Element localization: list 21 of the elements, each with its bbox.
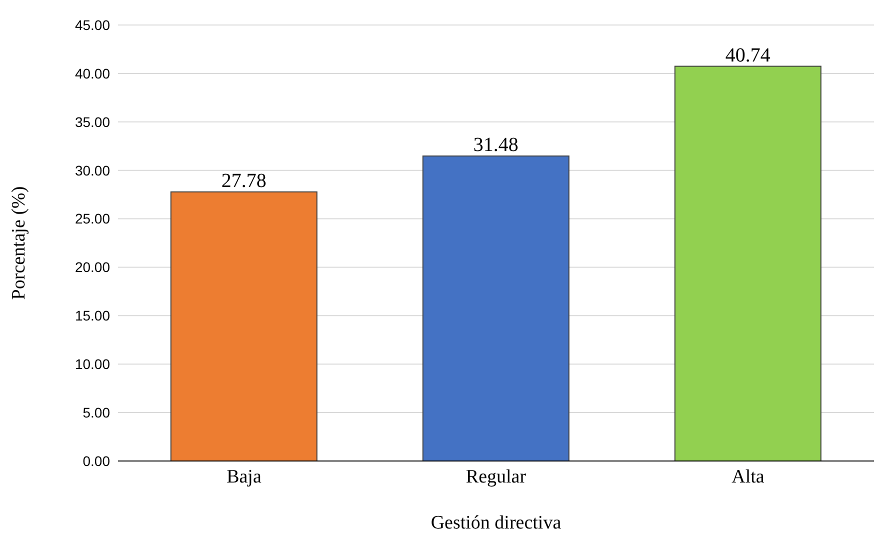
- data-label: 40.74: [725, 44, 770, 66]
- data-label: 31.48: [473, 134, 518, 156]
- x-tick-label: Baja: [226, 466, 262, 488]
- y-tick-label: 5.00: [82, 404, 110, 421]
- data-label: 27.78: [221, 170, 266, 192]
- y-tick-label: 0.00: [82, 452, 110, 469]
- x-tick-label: Regular: [466, 466, 527, 488]
- y-tick-label: 15.00: [74, 308, 110, 324]
- y-tick-label: 40.00: [74, 65, 110, 82]
- y-tick-label: 35.00: [74, 114, 110, 130]
- y-axis-title: Porcentaje (%): [8, 186, 30, 300]
- bar: [422, 155, 570, 461]
- y-tick-label: 25.00: [74, 210, 110, 227]
- x-axis-title: Gestión directiva: [430, 512, 562, 534]
- bar: [674, 66, 822, 461]
- bar: [170, 191, 318, 461]
- x-tick-label: Alta: [732, 466, 765, 488]
- y-tick-label: 30.00: [74, 162, 110, 178]
- y-tick-label: 10.00: [74, 356, 110, 372]
- y-tick-label: 20.00: [74, 259, 110, 276]
- y-tick-label: 45.00: [74, 16, 110, 33]
